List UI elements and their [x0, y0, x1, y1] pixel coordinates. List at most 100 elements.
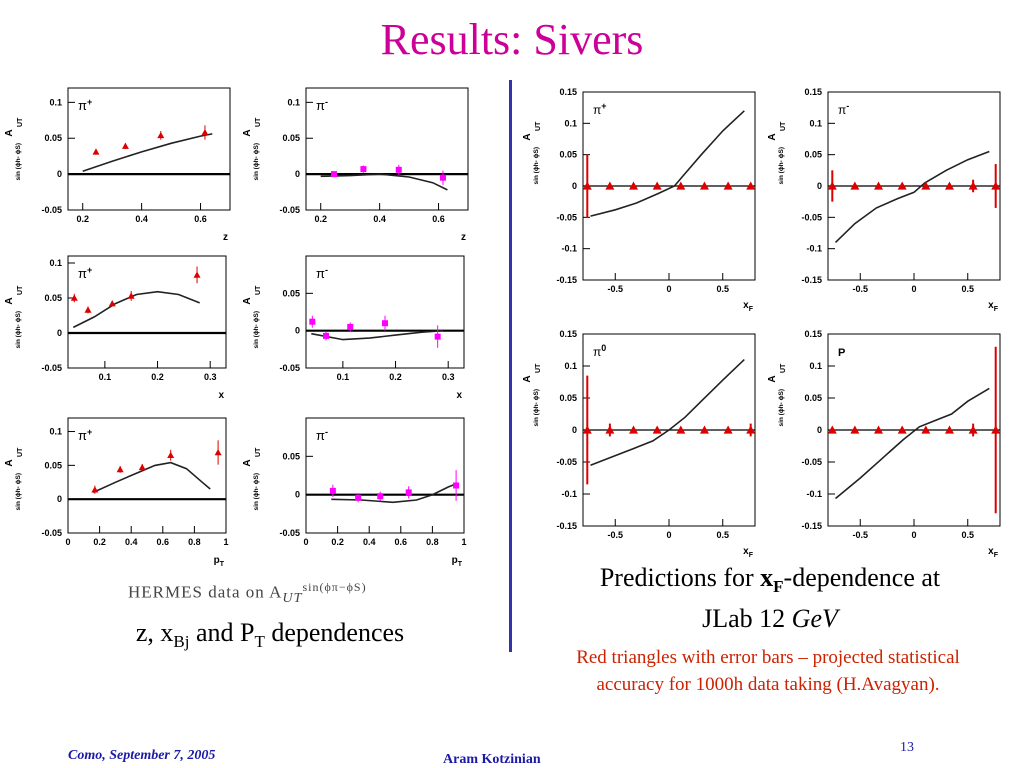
x-tick-label: 0.3: [204, 372, 217, 382]
data-point: [652, 181, 662, 190]
data-point: [330, 171, 337, 178]
data-point: [309, 318, 316, 325]
particle-charge: -: [325, 265, 328, 275]
y-tick-label: -0.05: [801, 212, 822, 222]
data-point: [84, 306, 92, 313]
data-point: [214, 449, 222, 456]
particle-label: π-: [316, 265, 328, 281]
hermes-text: HERMES data on A: [128, 582, 283, 602]
y-tick-label: -0.05: [556, 457, 577, 467]
y-tick-label: -0.15: [801, 521, 822, 531]
y-tick-label: 0.05: [804, 393, 822, 403]
x-axis-label-sub: F: [749, 552, 754, 559]
x-tick-label: 1: [223, 537, 228, 547]
model-curve: [834, 387, 990, 500]
y-tick-label: 0.1: [564, 361, 577, 371]
x-tick-label: 0: [65, 537, 70, 547]
vertical-divider: [509, 80, 512, 652]
x-tick-label: 0.2: [76, 214, 89, 224]
y-tick-label: 0.05: [559, 393, 577, 403]
model-curve: [834, 150, 990, 243]
data-point: [605, 425, 615, 434]
particle-charge: -: [325, 97, 328, 107]
y-axis-label-sub: UT: [255, 447, 262, 457]
y-axis-label-sub: UT: [535, 363, 542, 373]
y-tick-label: 0: [295, 326, 300, 336]
right-caption-a: Predictions for: [599, 563, 761, 592]
y-axis-label-sup: sin (ϕh- ϕS): [778, 389, 785, 427]
x-axis-label: z: [223, 232, 228, 243]
right-caption-x: x: [760, 563, 774, 592]
y-tick-label: 0: [572, 181, 577, 191]
particle-label: P: [838, 347, 845, 359]
y-axis-label-sub: UT: [535, 121, 542, 131]
plot-frame: [305, 417, 465, 534]
data-point: [329, 487, 336, 494]
data-point: [92, 148, 100, 155]
data-point: [676, 425, 686, 434]
data-point: [991, 425, 1001, 434]
right-caption-line2b: GeV: [791, 604, 838, 634]
y-axis-label-text: A: [4, 459, 15, 466]
x-axis-label: x: [456, 390, 462, 401]
footer-date: Como, September 7, 2005: [68, 748, 216, 763]
y-axis-label-text: A: [4, 297, 15, 304]
y-tick-label: 0.1: [809, 361, 822, 371]
right-caption-b: -dependence at: [783, 563, 941, 592]
y-tick-label: -0.05: [41, 205, 62, 215]
particle-label: π-: [316, 97, 328, 113]
data-point: [605, 181, 615, 190]
x-tick-label: 0.5: [961, 284, 974, 294]
x-axis-label: xF: [988, 546, 999, 559]
data-point: [827, 425, 837, 434]
x-tick-label: 0: [911, 284, 916, 294]
right-caption: Predictions for xF-dependence at JLab 12…: [540, 562, 1000, 635]
data-point: [991, 181, 1001, 190]
left-caption-a-sub: Bj: [173, 632, 190, 652]
y-axis-label-text: A: [242, 129, 253, 136]
x-axis-label: pT: [452, 555, 463, 568]
data-point: [323, 332, 330, 339]
chart-svg: -0.15 -0.1 -0.05 0 0.05 0.1 0.15 -0.5 0 0.5 π-xF As…: [767, 87, 1001, 313]
x-tick-label: 0.4: [363, 537, 376, 547]
data-point: [921, 181, 931, 190]
model-curve: [311, 329, 443, 341]
x-tick-label: 0.5: [716, 284, 729, 294]
data-point: [201, 128, 209, 136]
y-tick-label: -0.1: [806, 489, 822, 499]
data-point: [746, 181, 756, 190]
y-axis-label-sub: UT: [17, 447, 24, 457]
model-curve: [590, 110, 745, 217]
plot-frame: [305, 255, 465, 369]
data-point: [434, 333, 441, 340]
data-point: [439, 174, 446, 181]
data-point: [921, 425, 931, 434]
model-curve: [590, 359, 745, 466]
data-point: [582, 425, 592, 434]
data-point: [193, 271, 201, 278]
x-tick-label: 0.2: [151, 372, 164, 382]
x-tick-label: 1: [461, 537, 466, 547]
x-tick-label: 0.4: [135, 214, 148, 224]
data-point: [355, 494, 362, 501]
x-tick-label: -0.5: [607, 530, 623, 540]
data-point: [874, 181, 884, 190]
y-axis-label-sup: sin (ϕh- ϕS): [253, 311, 260, 349]
y-tick-label: 0.05: [804, 150, 822, 160]
x-tick-label: 0: [666, 530, 671, 540]
particle-charge: 0: [601, 343, 606, 353]
chart-svg: -0.15 -0.1 -0.05 0 0.05 0.1 0.15 -0.5 0 0.5 PxF Asi…: [767, 329, 1001, 559]
particle-label: π-: [316, 427, 328, 443]
y-axis-label-sup: sin (ϕh- ϕS): [778, 147, 785, 185]
y-tick-label: 0.05: [282, 288, 300, 298]
plot-frame: [305, 87, 469, 211]
